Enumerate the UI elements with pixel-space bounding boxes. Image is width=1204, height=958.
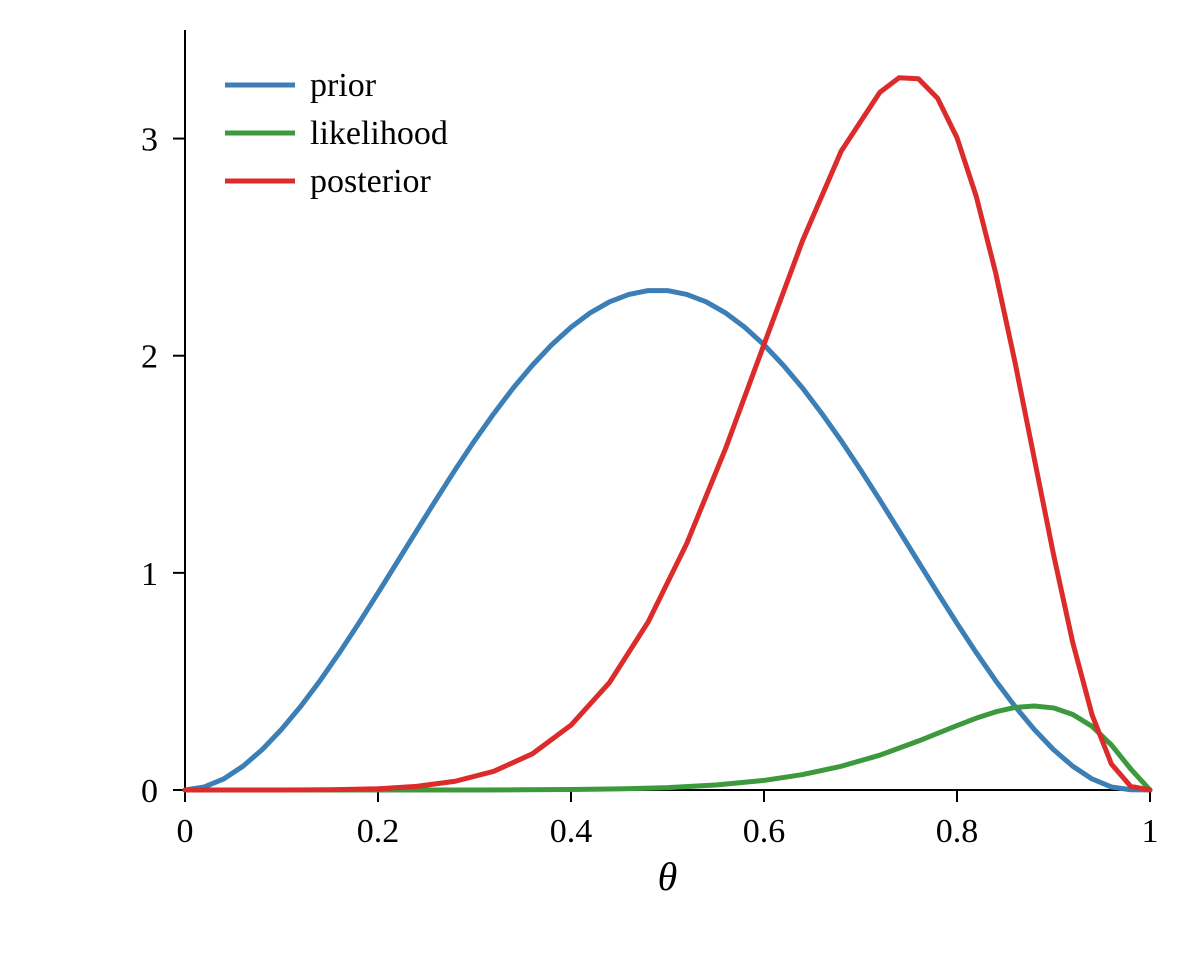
x-tick-label: 0.2 bbox=[357, 813, 400, 850]
x-axis-title: θ bbox=[658, 854, 678, 899]
y-tick-label: 1 bbox=[141, 556, 158, 593]
x-tick-label: 0.4 bbox=[550, 813, 593, 850]
x-tick-label: 0.6 bbox=[743, 813, 786, 850]
x-tick-label: 0 bbox=[177, 813, 194, 850]
y-tick-label: 3 bbox=[141, 122, 158, 159]
x-tick-label: 1 bbox=[1142, 813, 1159, 850]
series-likelihood bbox=[185, 706, 1150, 790]
y-tick-label: 2 bbox=[141, 339, 158, 376]
x-tick-label: 0.8 bbox=[936, 813, 979, 850]
chart-svg: 0 0.2 0.4 0.6 0.8 1 0 1 2 3 θ prior likelihood poster… bbox=[0, 0, 1204, 958]
series-prior bbox=[185, 291, 1150, 790]
y-tick-label: 0 bbox=[141, 773, 158, 810]
legend-label-posterior: posterior bbox=[310, 163, 432, 200]
bayesian-chart: 0 0.2 0.4 0.6 0.8 1 0 1 2 3 θ prior likelihood poster… bbox=[0, 0, 1204, 958]
legend-label-prior: prior bbox=[310, 67, 377, 104]
legend-label-likelihood: likelihood bbox=[310, 115, 448, 152]
